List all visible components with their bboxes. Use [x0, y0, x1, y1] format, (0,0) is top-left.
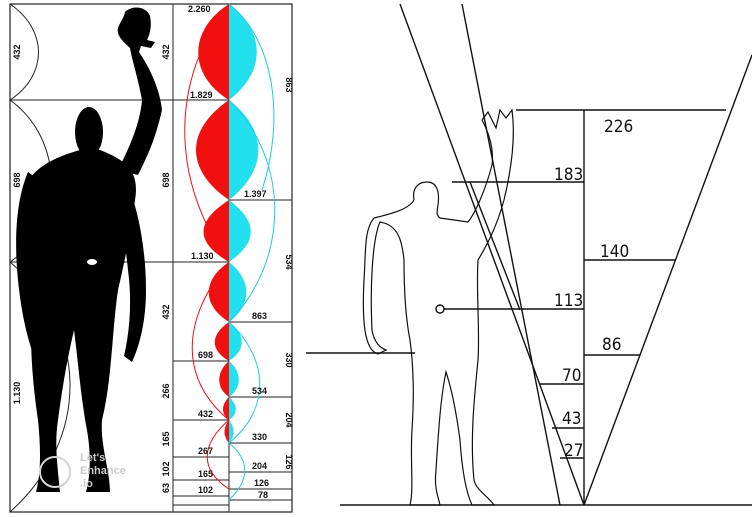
outer-label-2: 1.130	[12, 382, 22, 405]
red-series-lenses	[196, 4, 229, 443]
right-label-3: 204	[284, 412, 294, 427]
watermark-line1: Let's	[80, 452, 105, 464]
right-value-183: 183	[554, 165, 583, 185]
right-column-labels: 863 534 330 204 126	[284, 77, 294, 469]
blue-value-5: 126	[254, 478, 269, 488]
right-label-0: 863	[284, 77, 294, 92]
right-panel-values: 226 183 140 113 86 70 43 27	[554, 117, 633, 461]
blue-value-6: 78	[258, 490, 268, 500]
right-value-140: 140	[600, 242, 629, 262]
blue-value-2: 534	[252, 386, 267, 396]
middle-label-4: 165	[161, 431, 171, 446]
outer-label-1: 698	[12, 172, 22, 187]
right-value-70: 70	[562, 366, 581, 386]
red-value-5: 267	[198, 446, 213, 456]
blue-value-4: 204	[252, 461, 267, 471]
blue-value-0: 1.397	[244, 189, 267, 199]
red-value-2: 1.130	[191, 251, 214, 261]
watermark-line2: Enhance	[80, 465, 126, 477]
middle-label-6: 63	[161, 483, 171, 493]
middle-label-3: 266	[161, 383, 171, 398]
right-value-27: 27	[564, 441, 583, 461]
middle-label-5: 102	[161, 461, 171, 476]
red-series-values: 2.260 1.829 1.130 698 432 267 165 102	[188, 4, 214, 495]
red-value-7: 102	[198, 485, 213, 495]
outer-label-0: 432	[12, 44, 22, 59]
right-value-113: 113	[554, 291, 583, 311]
middle-label-0: 432	[161, 44, 171, 59]
middle-label-1: 698	[161, 172, 171, 187]
red-value-3: 698	[198, 350, 213, 360]
right-value-226: 226	[604, 117, 633, 137]
blue-series-lenses	[229, 4, 259, 443]
blue-value-3: 330	[252, 432, 267, 442]
blue-value-1: 863	[252, 311, 267, 321]
watermark: Let's Enhance .io	[39, 452, 126, 490]
outer-column-labels: 432 698 1.130	[12, 44, 22, 404]
red-value-4: 432	[198, 409, 213, 419]
modulor-figure	[16, 7, 162, 492]
blue-series-values: 1.397 863 534 330 204 126 78	[244, 189, 269, 500]
middle-column-labels: 432 698 432 266 165 102 63	[161, 44, 171, 493]
red-value-0: 2.260	[188, 4, 211, 14]
watermark-line3: .io	[80, 478, 93, 490]
red-value-1: 1.829	[190, 90, 213, 100]
red-value-6: 165	[198, 469, 213, 479]
right-value-43: 43	[562, 409, 581, 429]
left-panel: 432 698 1.130 432 698 432 266 165 102 63…	[9, 3, 294, 513]
middle-label-2: 432	[161, 304, 171, 319]
right-panel	[306, 3, 752, 506]
right-label-2: 330	[284, 352, 294, 367]
right-label-1: 534	[284, 254, 294, 269]
modulor-outline-figure	[362, 108, 514, 506]
right-value-86: 86	[602, 335, 621, 355]
right-label-4: 126	[284, 454, 294, 469]
